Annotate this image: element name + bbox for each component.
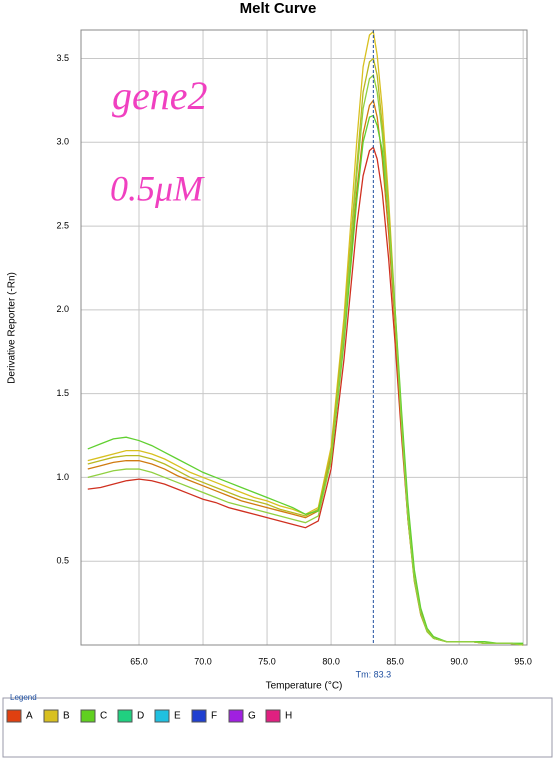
- legend-box: [2, 697, 553, 758]
- legend-label: C: [100, 711, 107, 722]
- handwritten-note: gene2: [112, 73, 208, 118]
- legend-label: D: [137, 711, 144, 722]
- x-tick-label: 85.0: [386, 656, 404, 666]
- legend-swatch: [228, 709, 244, 723]
- legend-label: B: [63, 711, 70, 722]
- plot-frame: [80, 29, 528, 646]
- y-tick-label: 3.0: [56, 137, 69, 147]
- melt-curve: [87, 74, 524, 646]
- melt-curve: [87, 146, 524, 646]
- y-tick-label: 3.5: [56, 53, 69, 63]
- y-tick-label: 1.0: [56, 472, 69, 482]
- legend-swatch: [80, 709, 96, 723]
- legend-label: A: [26, 711, 33, 722]
- legend-swatch: [43, 709, 59, 723]
- legend-swatch: [154, 709, 170, 723]
- y-tick-label: 2.5: [56, 220, 69, 230]
- legend-swatch: [265, 709, 281, 723]
- tm-label: Tm: 83.3: [356, 669, 392, 679]
- x-axis-label: Temperature (°C): [266, 681, 343, 692]
- legend-label: F: [211, 711, 217, 722]
- legend-title: Legend: [10, 693, 37, 702]
- melt-curve: [87, 30, 524, 646]
- legend-label: E: [174, 711, 181, 722]
- y-tick-label: 1.5: [56, 388, 69, 398]
- chart-title: Melt Curve: [240, 0, 317, 17]
- x-tick-label: 70.0: [194, 656, 212, 666]
- y-axis-label: Derivative Reporter (-Rn): [7, 272, 18, 384]
- legend-label: H: [285, 711, 292, 722]
- x-tick-label: 80.0: [322, 656, 340, 666]
- legend-swatch: [6, 709, 22, 723]
- legend-swatch: [191, 709, 207, 723]
- melt-curve: [87, 57, 524, 646]
- handwritten-note: 0.5μM: [110, 168, 205, 208]
- x-tick-label: 75.0: [258, 656, 276, 666]
- y-tick-label: 0.5: [56, 556, 69, 566]
- legend-label: G: [248, 711, 256, 722]
- x-tick-label: 65.0: [130, 656, 148, 666]
- legend-swatch: [117, 709, 133, 723]
- x-tick-label: 90.0: [450, 656, 468, 666]
- y-tick-label: 2.0: [56, 304, 69, 314]
- melt-curve: [87, 114, 524, 644]
- x-tick-label: 95.0: [514, 656, 532, 666]
